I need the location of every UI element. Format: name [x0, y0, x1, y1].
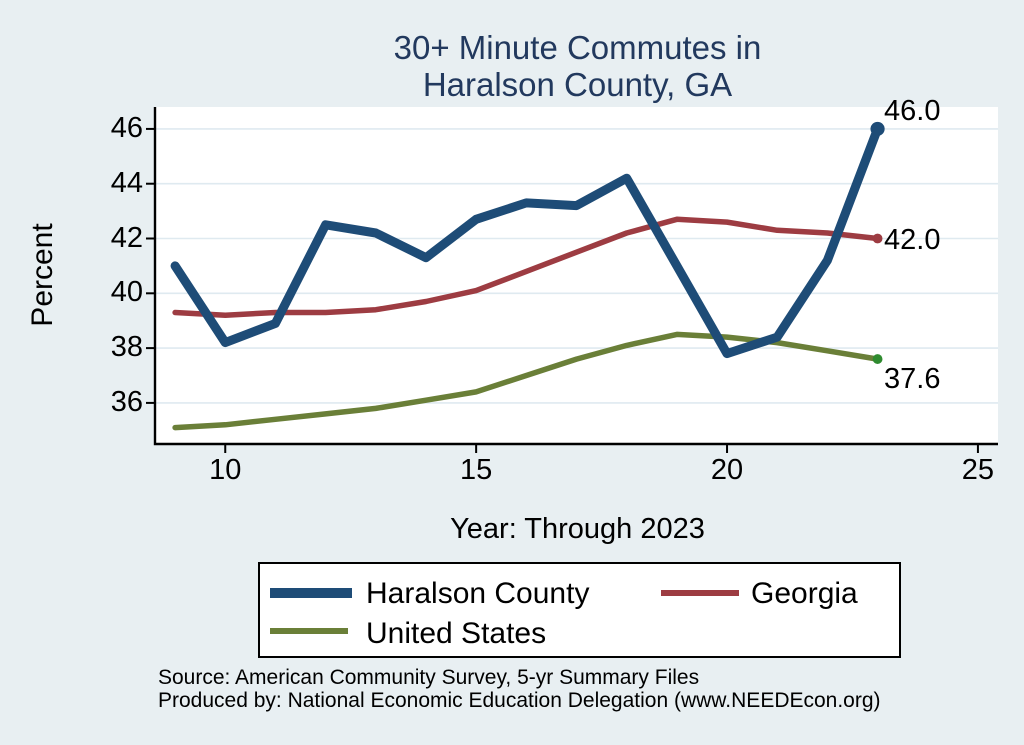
y-tick-label-44: 44	[110, 166, 143, 199]
chart-title: 30+ Minute Commutes in Haralson County, …	[155, 29, 1000, 103]
series-line-haralson-county	[170, 124, 883, 359]
end-label-georgia: 42.0	[884, 224, 941, 256]
series-end-dot-georgia	[872, 233, 883, 244]
y-tick-label-42: 42	[110, 221, 143, 254]
legend-label-united-states: United States	[366, 617, 547, 650]
axis-lines	[153, 107, 998, 446]
chart-title-line2: Haralson County, GA	[422, 66, 733, 103]
y-tick-label-36: 36	[110, 385, 143, 418]
x-tick-label-15: 15	[460, 454, 493, 486]
source-note: Source: American Community Survey, 5-yr …	[158, 666, 881, 712]
legend-label-georgia: Georgia	[751, 577, 858, 610]
chart-title-line1: 30+ Minute Commutes in	[393, 29, 762, 66]
y-tick-label-38: 38	[110, 331, 143, 364]
legend-swatch-georgia	[661, 590, 739, 596]
legend: Haralson County Georgia United States	[258, 562, 901, 658]
x-axis-title: Year: Through 2023	[450, 513, 705, 545]
end-label-haralson-county: 46.0	[884, 95, 941, 128]
series-end-dot-united-states	[872, 354, 883, 364]
legend-swatch-haralson-county	[270, 588, 352, 598]
series-end-dot-haralson-county	[870, 121, 885, 136]
x-tick-label-10: 10	[209, 454, 242, 486]
plot-background	[155, 107, 998, 444]
y-tick-label-46: 46	[110, 111, 143, 144]
legend-label-haralson-county: Haralson County	[366, 577, 590, 610]
source-line: Source: American Community Survey, 5-yr …	[158, 666, 700, 689]
series-line-georgia	[172, 216, 881, 318]
producer-line: Produced by: National Economic Education…	[158, 688, 881, 712]
x-tick-label-25: 25	[961, 454, 995, 486]
x-tick-label-20: 20	[710, 454, 744, 486]
y-tick-label-40: 40	[110, 276, 143, 309]
legend-swatch-united-states	[270, 628, 348, 634]
end-label-united-states: 37.6	[884, 362, 941, 395]
